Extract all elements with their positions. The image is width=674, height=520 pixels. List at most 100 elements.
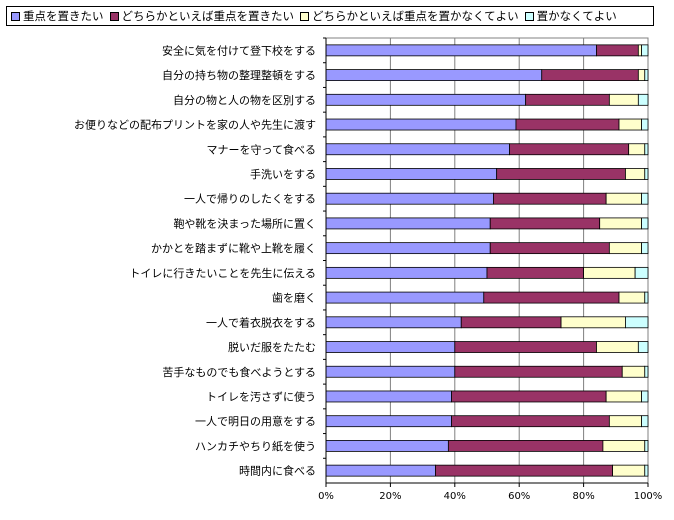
bar-segment: [608, 93, 639, 106]
bar-segment: [454, 365, 623, 378]
category-label: 脱いだ服をたたむ: [228, 340, 316, 354]
category-label: 一人で着衣脱衣をする: [206, 315, 316, 329]
category-label: 時間内に食べる: [239, 464, 316, 478]
bar-segment: [325, 143, 510, 156]
bar-segment: [644, 168, 649, 180]
category-label: トイレを汚さずに使う: [206, 390, 316, 403]
bar-segment: [560, 316, 626, 329]
bar-segment: [644, 143, 649, 156]
bar-segment: [496, 168, 626, 180]
bar-segment: [325, 291, 485, 304]
bar-segment: [325, 93, 527, 106]
bar-segment: [618, 291, 646, 304]
bar-segment: [621, 365, 646, 378]
bar-segment: [605, 192, 642, 205]
bar-segment: [325, 390, 452, 403]
bar-segment: [483, 291, 620, 304]
bar-segment: [637, 44, 642, 57]
category-label: 自分の物と人の物を区別する: [173, 93, 316, 107]
legend-item-0: 重点を置きたい: [11, 10, 104, 22]
bar-segment: [451, 415, 610, 428]
legend-item-3: 置かなくてよい: [524, 9, 617, 23]
bar-segment: [325, 168, 498, 180]
category-label: 一人で帰りのしたくをする: [184, 193, 316, 206]
bar-segment: [644, 291, 649, 304]
legend-item-1: どちらかといえば重点を置きたい: [109, 9, 295, 23]
bar-segment: [596, 341, 639, 353]
bar-segment: [541, 69, 639, 81]
category-label: 安全に気を付けて登下校をする: [162, 43, 316, 57]
bar-segment: [486, 266, 584, 279]
category-label: トイレに行きたいことを先生に伝える: [129, 266, 316, 280]
bar-segment: [641, 118, 649, 131]
bar-segment: [489, 242, 610, 255]
category-label: かかとを踏まずに靴や上靴を履く: [151, 241, 316, 255]
legend-swatch-1: [109, 11, 119, 21]
category-label: 歯を磨く: [272, 292, 316, 305]
bar-segment: [325, 192, 494, 205]
legend-swatch-2: [300, 11, 309, 21]
bar-segment: [602, 440, 646, 452]
bar-segment: [325, 365, 456, 378]
bar-segment: [447, 440, 604, 452]
bar-segment: [509, 143, 630, 156]
bar-segment: [644, 440, 649, 452]
bar-segment: [325, 341, 456, 353]
chart-legend: 重点を置きたい どちらかといえば重点を置きたい どちらかといえば重点を置かなくて…: [6, 6, 654, 26]
bar-segment: [596, 44, 639, 57]
legend-label-1: どちらかといえば重点を置きたい: [121, 9, 295, 23]
x-tick-label: 20%: [379, 491, 401, 502]
bar-segment: [525, 93, 610, 106]
bar-segment: [599, 217, 642, 230]
bar-segment: [641, 390, 649, 403]
bar-segment: [325, 266, 488, 279]
bar-segment: [325, 217, 491, 230]
bar-segment: [641, 217, 649, 230]
legend-label-3: 置かなくてよい: [536, 9, 617, 23]
bar-segment: [641, 415, 649, 428]
bar-segment: [637, 93, 649, 106]
x-tick-label: 60%: [508, 491, 530, 502]
bar-segment: [489, 217, 601, 230]
bar-segment: [641, 44, 649, 57]
bar-segment: [325, 415, 452, 428]
bar-segment: [515, 118, 620, 131]
category-label: 苦手なものでも食べようとする: [162, 365, 316, 379]
bar-segment: [641, 242, 649, 255]
bar-segment: [605, 390, 642, 403]
bar-segment: [325, 69, 543, 81]
bar-segment: [454, 341, 597, 353]
category-label: マナーを守って食べる: [207, 142, 316, 156]
bar-segment: [625, 168, 646, 180]
category-label: ハンカチやちり紙を使う: [195, 439, 316, 453]
bar-segment: [493, 192, 607, 205]
legend-swatch-0: [11, 11, 20, 21]
category-label: 一人で明日の用意をする: [195, 414, 316, 428]
bar-segment: [628, 143, 646, 156]
x-tick-label: 0%: [318, 491, 334, 502]
bar-segment: [325, 440, 449, 452]
bar-segment: [644, 69, 649, 81]
bar-segment: [435, 464, 613, 477]
legend-label-2: どちらかといえば重点を置かなくてよい: [312, 9, 519, 23]
x-tick-label: 100%: [634, 491, 663, 502]
category-label: お便りなどの配布プリントを家の人や先生に渡す: [74, 118, 316, 132]
legend-label-0: 重点を置きたい: [23, 9, 104, 23]
bar-segment: [608, 415, 642, 428]
bar-segment: [641, 192, 649, 205]
bar-segment: [325, 118, 517, 131]
bar-segment: [325, 316, 462, 329]
bar-segment: [325, 242, 491, 255]
bar-segment: [608, 242, 642, 255]
bar-segment: [325, 44, 597, 57]
legend-item-2: どちらかといえば重点を置かなくてよい: [300, 10, 519, 22]
bar-segment: [634, 266, 649, 279]
category-label: 鞄や靴を決まった場所に置く: [173, 216, 316, 230]
bar-segment: [644, 464, 649, 477]
legend-swatch-3: [524, 11, 534, 21]
bar-segment: [644, 365, 649, 378]
x-tick-label: 40%: [444, 491, 466, 502]
category-label: 手洗いをする: [250, 167, 316, 181]
bar-segment: [618, 118, 642, 131]
